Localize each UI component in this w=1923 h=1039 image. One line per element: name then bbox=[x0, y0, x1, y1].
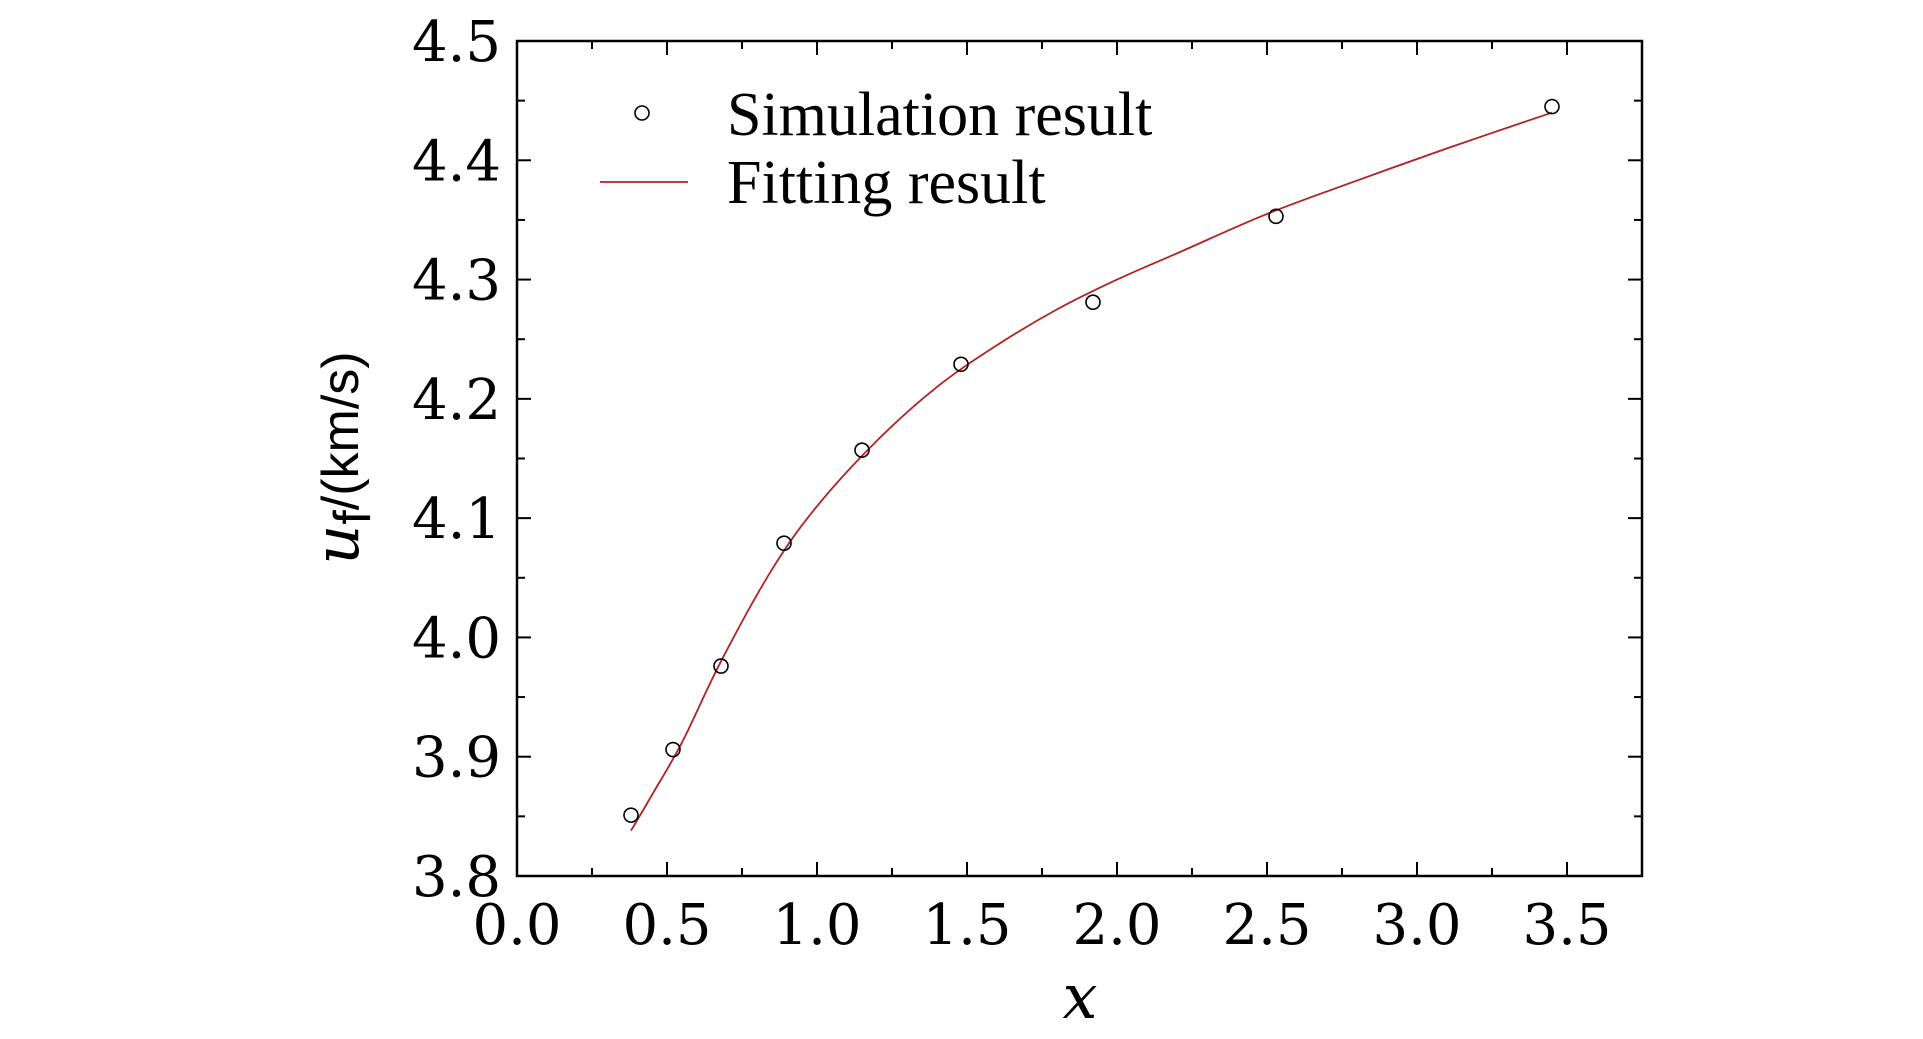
x-tick-label: 3.5 bbox=[1522, 893, 1611, 958]
y-tick-label: 4.4 bbox=[412, 129, 501, 194]
x-tick-label: 2.0 bbox=[1072, 893, 1161, 958]
y-tick-label: 4.3 bbox=[412, 249, 501, 314]
legend-label-simulation: Simulation result bbox=[727, 81, 1152, 149]
x-tick-label: 0.5 bbox=[622, 893, 711, 958]
fit-line-layer bbox=[630, 111, 1553, 832]
y-axis-title: uf/(km/s) bbox=[300, 351, 382, 564]
x-tick-label: 1.0 bbox=[772, 893, 861, 958]
y-axis-symbol: u bbox=[300, 525, 373, 565]
y-axis-subscript: f bbox=[324, 510, 382, 525]
legend-label-fitting: Fitting result bbox=[727, 149, 1046, 217]
x-axis-title: x bbox=[1063, 960, 1098, 1033]
x-tick-label: 3.0 bbox=[1372, 893, 1461, 958]
y-tick-label: 4.2 bbox=[412, 368, 501, 433]
x-tick-label: 2.5 bbox=[1222, 893, 1311, 958]
y-tick-label: 3.9 bbox=[412, 726, 501, 791]
simulation-points bbox=[623, 98, 1560, 823]
simulation-point bbox=[1085, 294, 1101, 311]
legend-marker-simulation bbox=[634, 105, 650, 121]
svg-text:uf/(km/s): uf/(km/s) bbox=[300, 351, 382, 564]
simulation-point bbox=[1544, 98, 1560, 115]
y-tick-labels: 3.8 3.9 4.0 4.1 4.2 4.3 4.4 4.5 bbox=[412, 10, 501, 910]
simulation-point bbox=[1268, 208, 1284, 225]
axis-ticks bbox=[516, 40, 1642, 877]
plot-area-frame bbox=[515, 39, 1644, 878]
legend: Simulation result Fitting result bbox=[600, 81, 1152, 217]
x-tick-label: 0.0 bbox=[472, 893, 561, 958]
simulation-point bbox=[854, 442, 870, 458]
y-tick-label: 3.8 bbox=[412, 845, 501, 910]
simulation-point bbox=[953, 356, 969, 373]
simulation-point bbox=[776, 535, 792, 551]
y-tick-label: 4.1 bbox=[412, 487, 501, 552]
y-axis-unit: /(km/s) bbox=[312, 351, 370, 510]
simulation-point bbox=[713, 658, 729, 674]
x-tick-labels: 0.0 0.5 1.0 1.5 2.0 2.5 3.0 3.5 bbox=[472, 893, 1611, 958]
simulation-point bbox=[623, 807, 639, 823]
y-tick-label: 4.0 bbox=[412, 606, 501, 671]
x-tick-label: 1.5 bbox=[922, 893, 1011, 958]
fitting-result-line bbox=[630, 111, 1553, 832]
y-tick-label: 4.5 bbox=[412, 10, 501, 75]
simulation-point bbox=[665, 741, 681, 758]
